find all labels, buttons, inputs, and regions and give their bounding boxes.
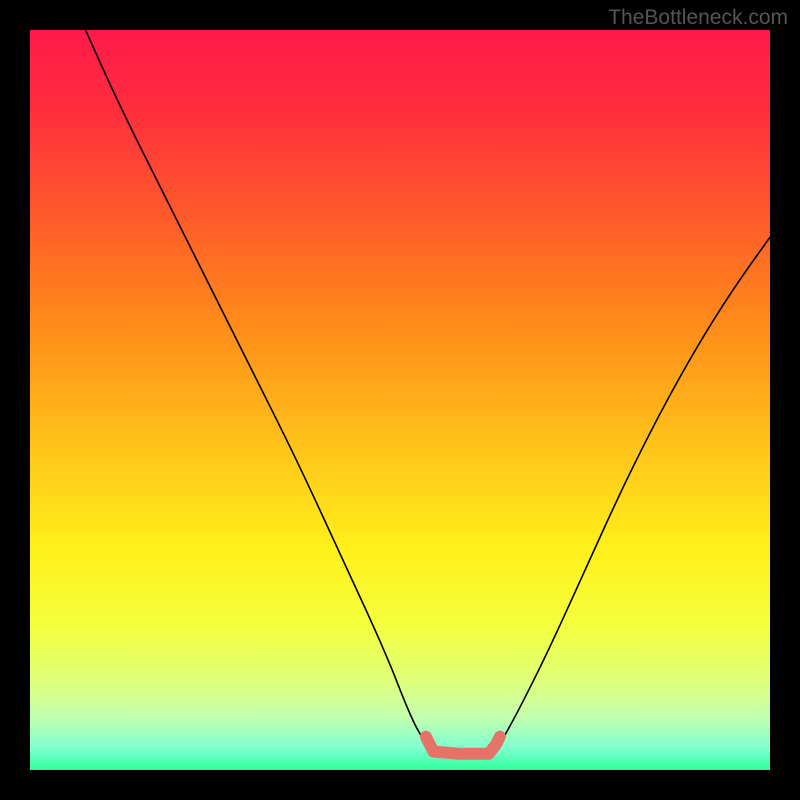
chart-container: TheBottleneck.com [0, 0, 800, 800]
watermark-text: TheBottleneck.com [608, 6, 788, 30]
gradient-background [30, 30, 770, 770]
plot-svg [30, 30, 770, 770]
plot-area [30, 30, 770, 770]
